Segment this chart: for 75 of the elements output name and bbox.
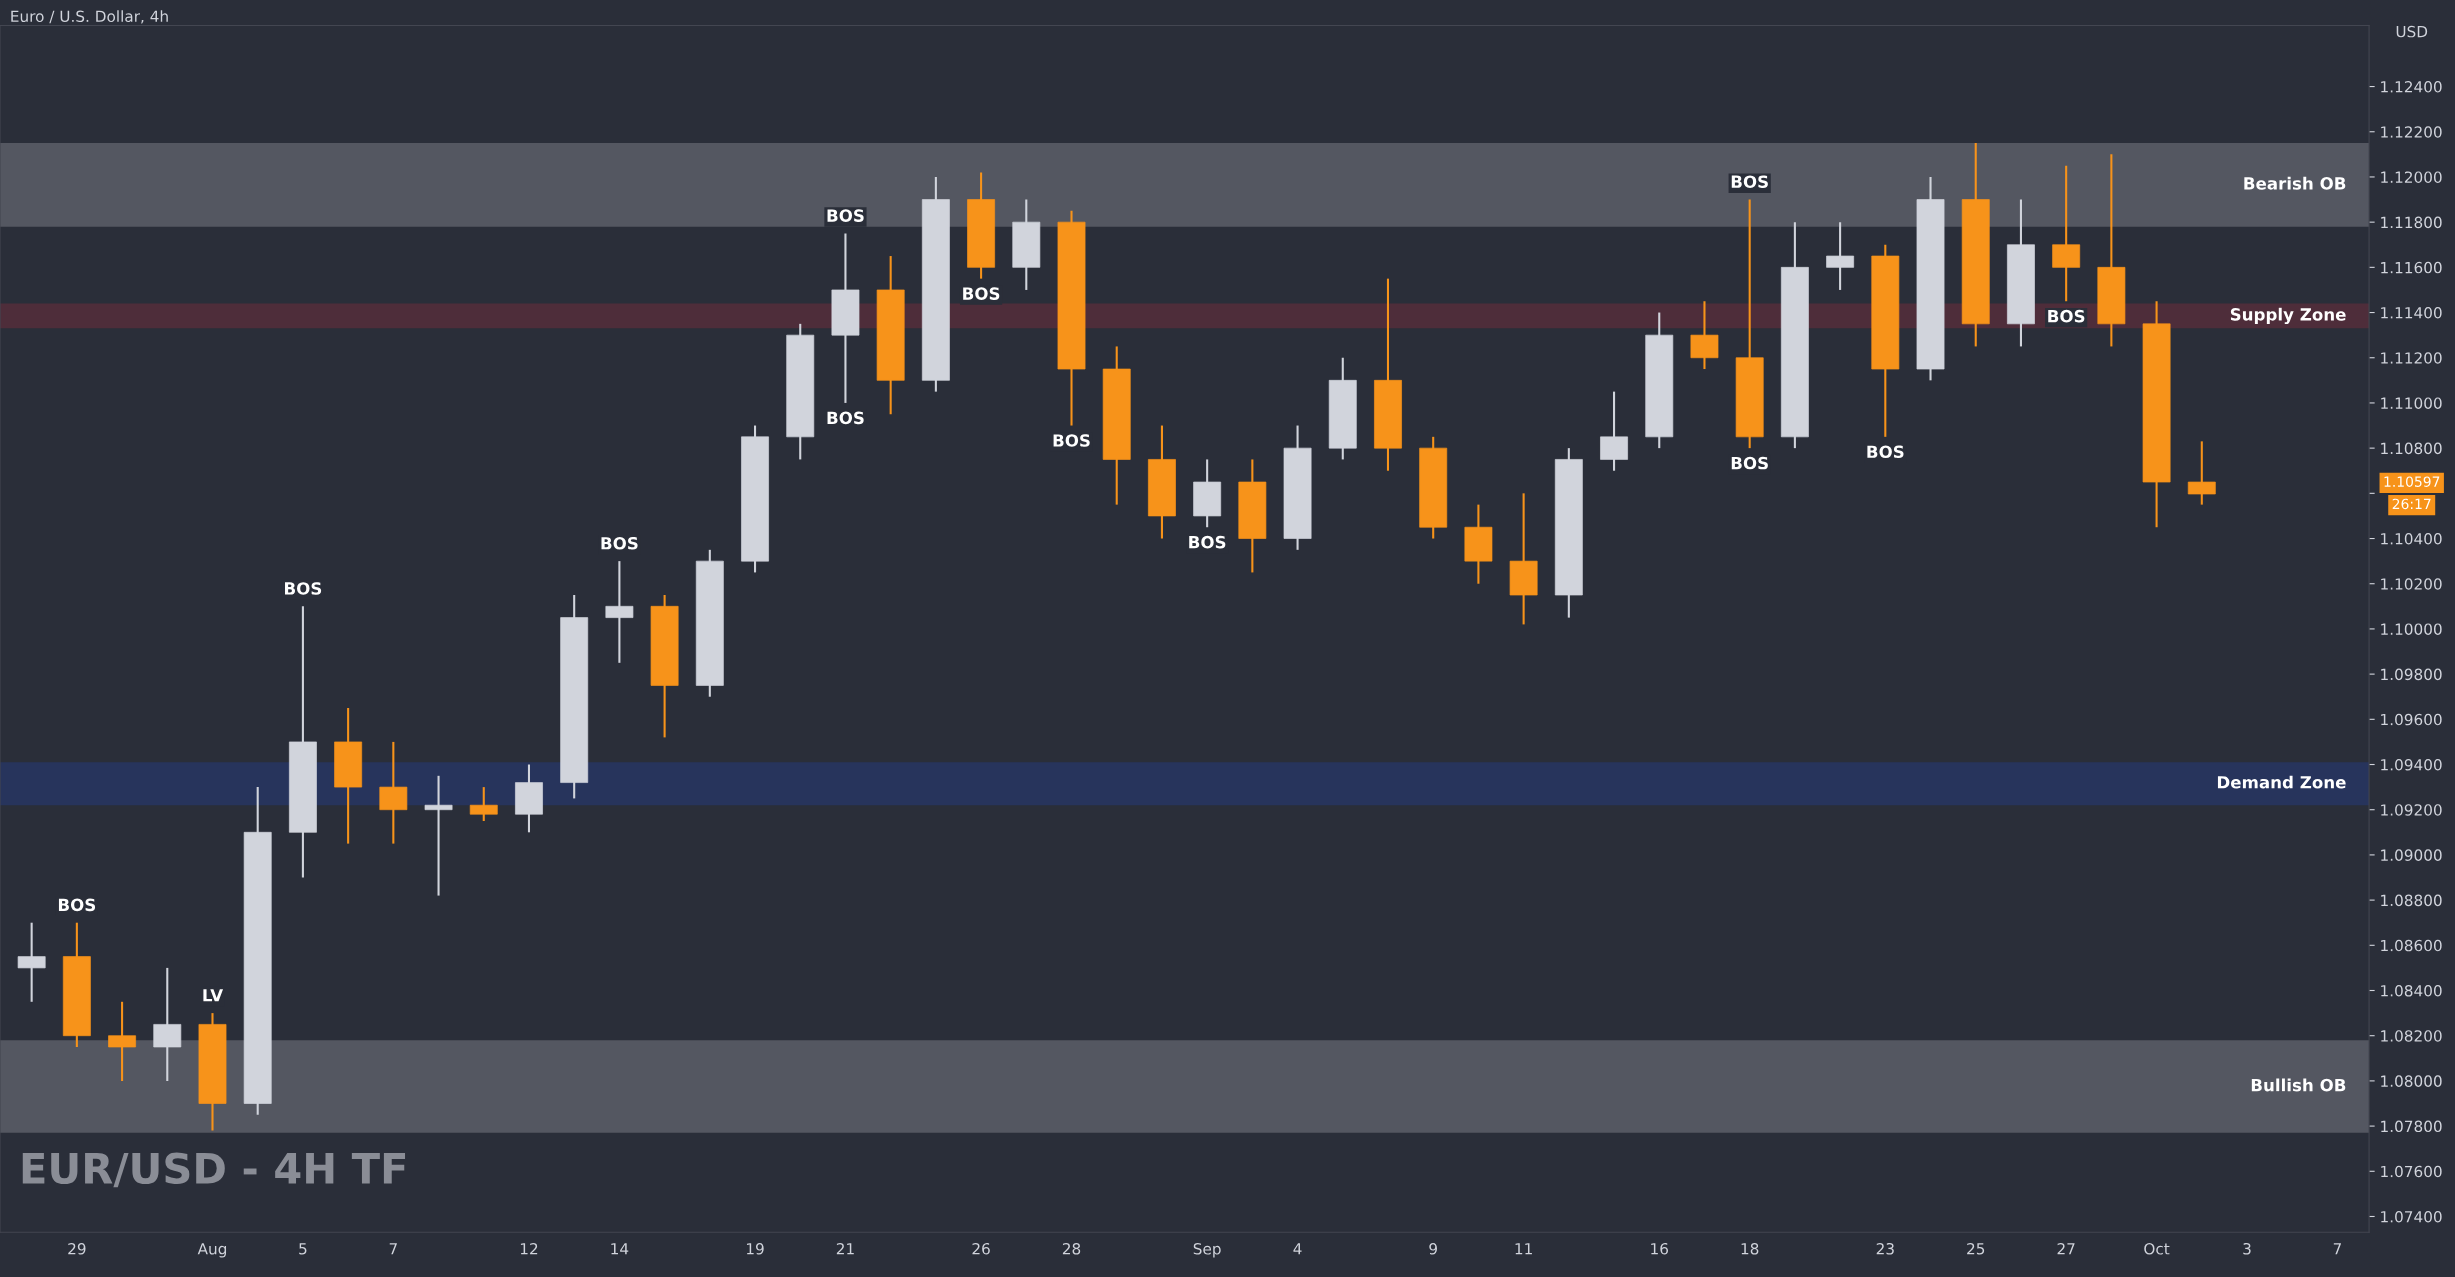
x-tick-label: Aug [197, 1243, 227, 1258]
x-tick-label: 4 [1293, 1243, 1302, 1255]
x-tick-label: 29 [68, 1242, 86, 1255]
x-tick-label: 23 [1876, 1242, 1894, 1255]
annotation: LV [203, 989, 224, 1002]
y-tick-label: 1.08200 [2381, 1030, 2442, 1042]
y-tick-label: 1.09800 [2381, 668, 2442, 681]
y-tick-label: 1.09200 [2381, 804, 2442, 816]
x-tick-label: Sep [1193, 1242, 1221, 1258]
chart-title: Euro / U.S. Dollar, 4h [11, 10, 168, 24]
y-tick-label: 1.08400 [2381, 984, 2442, 997]
y-tick-label: 1.11000 [2381, 397, 2442, 409]
candlestick [605, 560, 634, 664]
x-tick-label: 28 [1062, 1242, 1081, 1255]
y-tick-label: 1.07800 [2381, 1120, 2442, 1133]
x-tick-label: 16 [1651, 1242, 1669, 1255]
y-tick-label: 1.10800 [2381, 442, 2442, 455]
band-label: Demand Zone [2217, 775, 2346, 789]
candlestick [17, 921, 46, 1003]
x-tick-label: 26 [972, 1242, 990, 1255]
annotation: BOS [827, 411, 864, 425]
annotation: BOS [963, 287, 1000, 300]
x-tick-label: 19 [746, 1242, 764, 1255]
annotation: BOS [827, 209, 864, 222]
x-tick-label: 9 [1429, 1242, 1437, 1255]
x-tick-label: 18 [1741, 1242, 1759, 1255]
y-tick-label: 1.10200 [2381, 578, 2442, 590]
y-tick-label: 1.10000 [2381, 623, 2442, 635]
band-label: Supply Zone [2230, 307, 2346, 325]
x-tick-label: 27 [2057, 1242, 2075, 1255]
candlestick [108, 1000, 136, 1082]
annotation: EUR/USD - 4H TF [22, 1152, 406, 1188]
x-tick-label: 12 [520, 1242, 538, 1255]
annotation: BOS [58, 898, 96, 912]
candlestick [1826, 221, 1855, 291]
y-tick-label: 1.07400 [2381, 1210, 2442, 1223]
text: 1.10597 [2384, 476, 2440, 487]
y-tick-label: 1.08800 [2381, 894, 2442, 907]
y-tick-label: 1.12000 [2381, 171, 2442, 183]
y-tick-label: 1.08000 [2381, 1075, 2442, 1087]
x-tick-label: 5 [299, 1243, 307, 1255]
y-tick-label: 1.09600 [2381, 713, 2442, 726]
y-tick-label: 1.11600 [2381, 261, 2442, 274]
text: 26:17 [2392, 498, 2431, 510]
y-tick-label: 1.07600 [2381, 1165, 2442, 1178]
y-tick-label: 1.11800 [2381, 216, 2442, 229]
x-tick-label: 7 [2333, 1243, 2341, 1255]
band-label: Bullish OB [2251, 1078, 2346, 1092]
y-tick-label: 1.12200 [2381, 126, 2442, 138]
annotation: BOS [1731, 456, 1768, 470]
y-tick-label: 1.11200 [2381, 352, 2442, 364]
y-tick-label: 1.09000 [2381, 849, 2442, 861]
candlestick [469, 786, 498, 823]
x-tick-label: 21 [836, 1242, 854, 1255]
annotation: BOS [601, 536, 638, 550]
annotation: BOS [1189, 535, 1226, 549]
x-tick-label: 14 [611, 1243, 629, 1255]
annotation: BOS [2048, 309, 2085, 323]
annotation: BOS [1731, 175, 1768, 188]
band-label: Bearish OB [2244, 176, 2346, 190]
annotation: BOS [285, 582, 322, 595]
y-tick-label: 1.09400 [2381, 758, 2442, 771]
y-axis-title: USD [2396, 25, 2428, 38]
y-tick-label: 1.11400 [2381, 307, 2442, 319]
candlestick [424, 774, 453, 897]
y-tick-label: 1.10400 [2381, 532, 2442, 545]
x-tick-label: 11 [1515, 1243, 1532, 1255]
y-tick-label: 1.12400 [2381, 81, 2442, 93]
annotation: BOS [1867, 445, 1904, 459]
x-tick-label: 25 [1967, 1242, 1985, 1255]
annotation: BOS [1053, 434, 1090, 447]
x-tick-label: 7 [389, 1243, 397, 1255]
x-tick-label: 3 [2243, 1242, 2251, 1255]
x-tick-label: Oct [2144, 1242, 2170, 1255]
y-tick-label: 1.08600 [2381, 939, 2442, 952]
